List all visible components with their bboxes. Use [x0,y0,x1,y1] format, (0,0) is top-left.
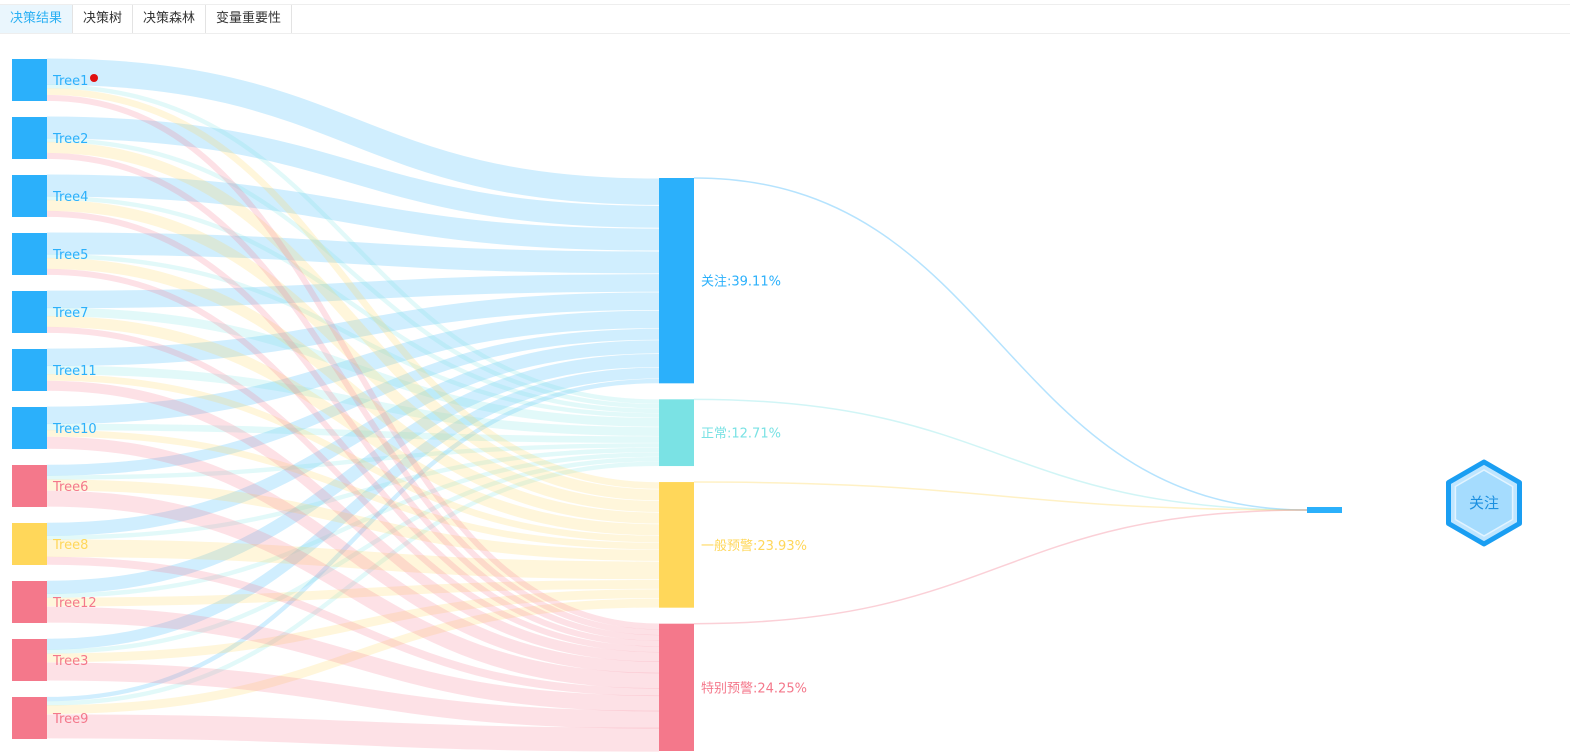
labels: Tree1 Tree2 Tree4 Tree5 Tree7 Tree11 Tree10 Tre… [52,74,807,727]
flow-Tree11-一般预警 [46,374,660,543]
tree-node-Tree5 [12,233,47,275]
flow-Tree4-关注 [46,174,660,251]
flow-Tree2-正常 [46,137,660,409]
outcome-node-特别预警 [659,623,694,751]
flow-Tree9-一般预警 [46,598,660,715]
tree-label-Tree2: Tree2 [52,132,88,147]
flow-Tree10-正常 [46,423,660,443]
flow-Tree2-一般预警 [46,141,660,501]
outcome-label-关注: 关注:39.11% [701,275,781,290]
tab-decision-result[interactable]: 决策结果 [0,5,74,33]
flow-Tree3-特别预警 [46,662,660,729]
flow-Tree10-一般预警 [46,429,660,550]
flow-Tree11-特别预警 [46,380,660,662]
flow-Tree2-关注 [46,116,660,228]
tree-node-Tree12 [12,581,47,623]
tree-label-Tree4: Tree4 [52,190,88,205]
tree-node-Tree7 [12,291,47,333]
final-flow-关注 [693,177,1308,511]
flow-Tree6-一般预警 [46,479,660,561]
flow-Tree3-正常 [46,456,660,654]
tree-label-Tree8: Tree8 [52,538,88,553]
tree-label-Tree7: Tree7 [52,306,88,321]
flow-Tree8-关注 [46,340,660,536]
flow-Tree10-特别预警 [46,436,660,674]
tree-node-Tree3 [12,639,47,681]
flow-Tree1-特别预警 [46,94,660,630]
flow-Tree4-一般预警 [46,199,660,513]
flow-Tree6-正常 [46,443,660,480]
flow-Tree12-关注 [46,353,660,594]
result-badge-icon: 关注 [1446,459,1522,547]
tree-label-Tree9: Tree9 [52,712,88,727]
flow-Tree6-关注 [46,328,660,476]
flow-Tree3-一般预警 [46,589,660,663]
tree-label-Tree1: Tree1 [52,74,88,89]
tab-decision-forest[interactable]: 决策森林 [133,5,207,33]
tree-node-Tree2 [12,117,47,159]
flow-Tree1-正常 [46,84,660,404]
tree-label-Tree12: Tree12 [52,596,97,611]
outcome-node-一般预警 [659,482,694,608]
tree-node-Tree1 [12,59,47,101]
flow-Tree7-关注 [46,274,660,309]
flow-Tree12-特别预警 [46,606,660,712]
tree-label-Tree5: Tree5 [52,248,88,263]
flow-Tree4-正常 [46,195,660,414]
outcome-node-关注 [659,178,694,384]
flow-Tree4-特别预警 [46,210,660,641]
tree-label-Tree11: Tree11 [52,364,97,379]
flow-Tree8-正常 [46,447,660,540]
nodes [12,59,1342,751]
tree-node-Tree9 [12,697,47,739]
flow-Tree5-正常 [46,253,660,418]
flow-Tree7-一般预警 [46,315,660,536]
flow-Tree8-一般预警 [46,539,660,580]
tree-label-Tree10: Tree10 [52,422,97,437]
flow-Tree5-关注 [46,232,660,274]
tree-node-Tree4 [12,175,47,217]
flow-Tree7-正常 [46,307,660,427]
tree-node-Tree6 [12,465,47,507]
tree-node-Tree8 [12,523,47,565]
flow-Tree2-特别预警 [46,152,660,636]
final-flow-特别预警 [693,509,1308,625]
final-node [1307,507,1342,513]
flow-Tree5-特别预警 [46,268,660,647]
flow-Tree3-关注 [46,367,660,650]
flow-Tree9-特别预警 [46,714,660,752]
flow-Tree11-关注 [46,292,660,367]
flow-Tree6-特别预警 [46,490,660,689]
flow-Tree9-关注 [46,378,660,702]
outcome-node-正常 [659,399,694,467]
outcome-label-一般预警: 一般预警:23.93% [701,538,807,554]
result-badge-label: 关注 [1469,494,1499,512]
hexagon-inner [1454,469,1514,537]
tab-decision-tree[interactable]: 决策树 [73,5,134,33]
flow-Tree7-特别预警 [46,326,660,653]
outcome-label-正常: 正常:12.71% [701,427,781,442]
tree-label-Tree3: Tree3 [52,654,88,669]
final-flow-正常 [693,398,1308,511]
tab-bar: 决策结果 决策树 决策森林 变量重要性 [0,4,1570,34]
flow-Tree12-正常 [46,452,660,598]
tab-variable-importance[interactable]: 变量重要性 [206,5,293,33]
flow-Tree5-一般预警 [46,257,660,524]
outcome-label-特别预警: 特别预警:24.25% [701,680,807,696]
flow-Tree8-特别预警 [46,556,660,697]
flow-Tree9-正常 [46,461,660,706]
flow-Tree1-关注 [46,58,660,205]
flow-Tree12-一般预警 [46,579,660,607]
final-flow-一般预警 [693,481,1308,511]
flow-links [46,58,1308,752]
flow-Tree1-一般预警 [46,88,660,489]
flow-Tree11-正常 [46,365,660,436]
tree-node-Tree10 [12,407,47,449]
selected-marker [90,74,98,82]
tree-node-Tree11 [12,349,47,391]
tree-label-Tree6: Tree6 [52,480,88,495]
flow-Tree10-关注 [46,310,660,425]
